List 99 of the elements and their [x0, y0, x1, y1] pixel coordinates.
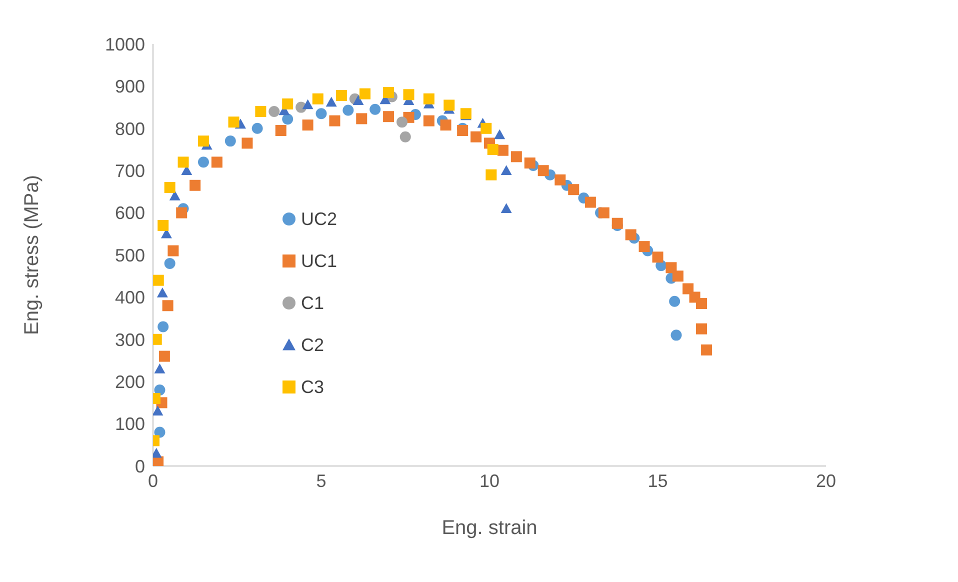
y-tick-label: 200 [114, 372, 145, 392]
point [268, 106, 280, 118]
point [154, 363, 166, 374]
point [669, 296, 680, 307]
x-tick-label: 5 [316, 470, 326, 491]
point [670, 330, 682, 341]
point [403, 89, 414, 100]
point [400, 131, 411, 142]
point [370, 104, 381, 115]
point [352, 95, 364, 105]
point [336, 90, 347, 101]
point [672, 270, 684, 282]
point [162, 300, 174, 312]
point [255, 106, 266, 118]
point [302, 120, 314, 131]
x-tick-label: 15 [648, 470, 668, 491]
y-tick-label: 600 [114, 203, 145, 224]
point [252, 122, 263, 134]
point [224, 136, 236, 147]
point [524, 158, 536, 169]
point [326, 96, 337, 107]
y-tick-label: 900 [114, 76, 145, 97]
point [168, 245, 179, 256]
point [329, 115, 340, 126]
x-tick-label: 0 [148, 470, 158, 491]
point [598, 207, 610, 218]
legend-label: UC1 [301, 250, 338, 272]
y-tick-label: 300 [114, 330, 145, 350]
point [584, 196, 596, 208]
point [198, 156, 209, 168]
legend-label: UC2 [301, 208, 338, 230]
point [190, 180, 201, 191]
point [494, 129, 506, 140]
point [153, 406, 164, 416]
point [154, 426, 166, 438]
point [164, 258, 176, 269]
y-tick-label: 800 [114, 118, 145, 139]
point [696, 298, 707, 310]
point [568, 184, 580, 196]
point [510, 151, 522, 162]
point [440, 120, 452, 131]
y-tick-label: 400 [114, 288, 145, 308]
y-tick-label: 100 [114, 414, 145, 434]
point [316, 108, 327, 120]
point [342, 104, 354, 116]
point [457, 125, 468, 136]
point [638, 241, 650, 252]
point [480, 122, 492, 134]
point [242, 138, 253, 149]
y-tick-label: 0 [134, 456, 145, 476]
y-tick-label: 700 [114, 160, 145, 181]
point [176, 207, 188, 218]
point [211, 156, 222, 168]
point [666, 262, 677, 274]
point [158, 350, 170, 362]
point [500, 165, 512, 175]
point [153, 274, 164, 286]
y-tick-label: 1000 [104, 34, 145, 54]
point [356, 113, 368, 124]
point [282, 114, 294, 125]
point [359, 88, 370, 100]
point [275, 125, 286, 136]
point [497, 144, 508, 156]
point [538, 165, 549, 176]
point [156, 287, 168, 298]
x-tick-label: 20 [816, 470, 836, 491]
point [396, 116, 408, 128]
point [652, 252, 664, 263]
point [625, 229, 636, 240]
point [228, 116, 240, 128]
point [696, 323, 707, 334]
point [169, 190, 180, 200]
legend-label: C2 [301, 334, 324, 356]
point [282, 98, 294, 110]
point [178, 156, 189, 168]
x-axis-title: Eng. strain [442, 517, 538, 539]
point [198, 136, 209, 147]
point [383, 87, 394, 98]
point [701, 344, 712, 356]
point [302, 99, 314, 110]
point [158, 321, 169, 332]
point [554, 174, 566, 186]
point [383, 111, 394, 122]
point [158, 220, 169, 231]
y-axis-title: Eng. stress (MPa) [21, 174, 44, 336]
legend-label: C1 [301, 292, 324, 314]
y-tick-label: 500 [114, 245, 145, 266]
point [486, 169, 497, 180]
legend-label: C3 [301, 376, 324, 398]
point [444, 100, 455, 111]
point [487, 144, 498, 155]
point [500, 203, 512, 213]
point [470, 131, 482, 142]
x-tick-label: 10 [479, 470, 500, 491]
point [423, 115, 434, 126]
point [312, 93, 324, 104]
point [682, 283, 694, 294]
point [423, 93, 434, 104]
point [164, 182, 176, 193]
